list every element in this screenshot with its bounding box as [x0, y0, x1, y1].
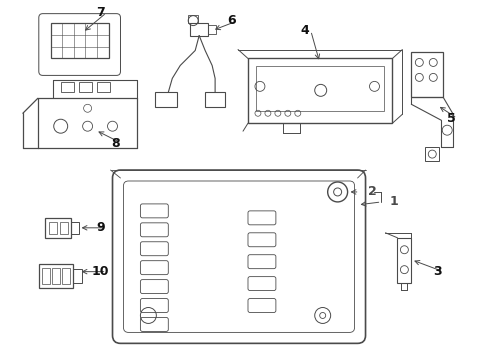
Bar [45, 218, 71, 238]
Bar [425, 147, 439, 161]
Bar [256, 67, 385, 111]
Text: 1: 1 [390, 195, 398, 208]
Bar [155, 92, 177, 107]
Bar [73, 269, 82, 283]
Bar [62, 268, 70, 284]
Bar [52, 268, 60, 284]
Text: 2: 2 [368, 185, 376, 198]
Bar [188, 15, 198, 23]
Text: 4: 4 [300, 24, 309, 37]
Bar [190, 23, 208, 36]
Text: 8: 8 [111, 137, 120, 150]
Bar [78, 82, 92, 92]
Text: 3: 3 [433, 265, 441, 278]
Bar [397, 238, 412, 283]
Bar [60, 222, 68, 234]
Bar [61, 82, 74, 92]
Text: 5: 5 [447, 112, 456, 125]
Text: 6: 6 [228, 14, 236, 27]
Bar [412, 53, 443, 97]
Bar [208, 24, 216, 33]
Bar [51, 23, 108, 58]
Bar [205, 92, 225, 107]
Text: 7: 7 [96, 6, 105, 19]
Bar [42, 268, 50, 284]
Text: 9: 9 [96, 221, 105, 234]
Bar [49, 222, 57, 234]
Bar [39, 264, 73, 288]
Text: 10: 10 [92, 265, 109, 278]
Bar [71, 222, 78, 234]
Bar [97, 82, 110, 92]
Bar [248, 58, 392, 123]
